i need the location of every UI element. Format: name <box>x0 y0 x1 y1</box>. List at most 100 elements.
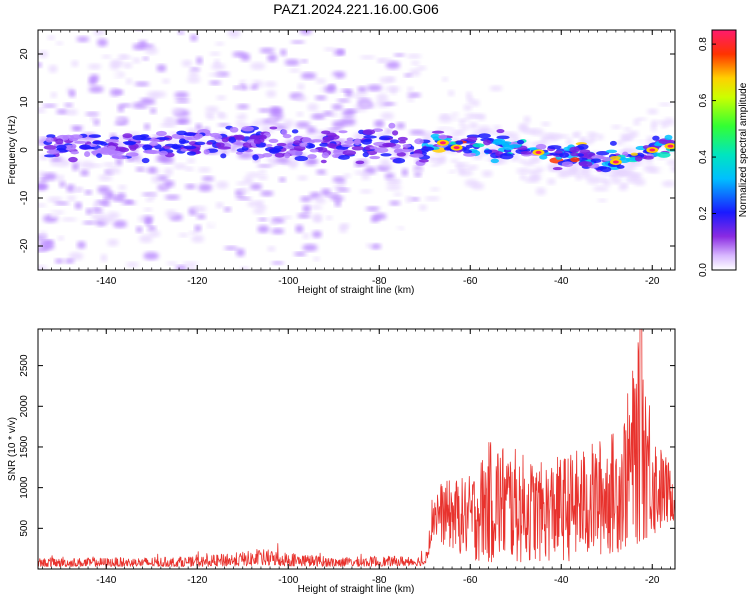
spectrogram-ridge-blob <box>337 154 350 160</box>
spectrogram-noise-blob <box>195 123 202 131</box>
spectrogram-ridge-blob <box>43 154 57 158</box>
spectrogram-noise-blob <box>293 251 307 257</box>
spectrogram-noise-blob <box>216 95 227 100</box>
spectrogram-noise-blob <box>395 122 406 129</box>
spectrogram-ridge-blob <box>496 128 505 134</box>
spectrogram-noise-blob <box>264 81 277 87</box>
spectrogram-noise-blob <box>314 196 326 204</box>
spectrogram-noise-blob <box>145 196 154 202</box>
spectrogram-noise-blob <box>118 54 129 59</box>
spectrogram-noise-blob <box>343 173 351 178</box>
snr-ytick-label: 1000 <box>19 476 30 499</box>
spectrogram-ridge-blob <box>578 161 593 167</box>
snr-xtick-label: -100 <box>278 575 298 586</box>
spectrogram-noise-blob <box>233 85 240 90</box>
spectrogram-noise-blob <box>182 261 199 266</box>
spectrogram-noise-blob <box>236 104 250 110</box>
spectrogram-noise-blob <box>302 244 318 252</box>
spectrogram-ridge-blob <box>664 134 673 141</box>
spectrogram-noise-blob <box>295 224 304 233</box>
spectrogram-ridge-blob <box>569 146 580 153</box>
spectrogram-ridge-blob <box>547 145 562 150</box>
spectrogram-ridge-blob <box>142 144 153 151</box>
spectrogram-noise-blob <box>328 84 336 89</box>
spectrogram-noise-blob <box>97 186 111 194</box>
spectrogram-noise-blob <box>376 165 390 171</box>
spectrogram-ridge-blob <box>56 144 67 151</box>
spectrogram-ridge-blob <box>492 140 506 145</box>
spectrogram-noise-blob <box>661 180 675 187</box>
spectrogram-noise-blob <box>416 271 425 275</box>
spectrogram-ridge-blob <box>299 142 308 148</box>
spectrogram-noise-blob <box>239 84 249 90</box>
spectrogram-ridge-blob <box>616 164 625 169</box>
spectrogram-ridge-blob <box>206 141 213 145</box>
spectrogram-noise-blob <box>64 103 74 107</box>
spectrogram-noise-blob <box>489 116 497 124</box>
spectrogram-ridge-blob <box>392 157 406 164</box>
spectrogram-ridge-blob <box>463 149 473 154</box>
spectrogram-ridge-blob <box>502 144 515 151</box>
spectrogram-noise-blob <box>405 196 413 203</box>
spectrogram-noise-blob <box>133 23 146 30</box>
spectrogram-ridge-blob <box>70 134 83 140</box>
spectrogram-ridge-blob <box>273 145 284 150</box>
spectrogram-noise-blob <box>624 165 638 170</box>
spectrogram-noise-blob <box>280 49 287 56</box>
spectrogram-noise-blob <box>232 51 246 58</box>
spectrogram-noise-blob <box>198 183 213 192</box>
spectrogram-ridge-blob <box>369 146 378 150</box>
spectrogram-noise-blob <box>174 13 187 20</box>
spectrogram-noise-blob <box>302 233 310 239</box>
snr-ytick-label: 500 <box>19 520 30 537</box>
spectrogram-noise-blob <box>212 100 226 107</box>
spectrogram-noise-blob <box>259 47 275 54</box>
spectrogram-noise-blob <box>269 116 276 124</box>
spectrogram-noise-blob <box>516 168 531 174</box>
spectrogram-noise-blob <box>164 194 180 200</box>
spectrogram-noise-blob <box>403 73 413 78</box>
spectrogram-noise-blob <box>211 63 226 70</box>
spectrogram-noise-blob <box>42 104 57 108</box>
spectrogram-noise-blob <box>430 163 441 167</box>
spectrogram-noise-blob <box>177 30 185 35</box>
spectrogram-noise-blob <box>191 234 205 243</box>
spectrogram-noise-blob <box>458 119 466 125</box>
spectrogram-noise-blob <box>108 72 121 78</box>
spectrogram-ridge-blob <box>229 126 239 133</box>
spectrogram-noise-blob <box>327 127 342 132</box>
spectrogram-ridge-blob <box>652 135 660 141</box>
spectrogram-noise-blob <box>404 206 413 214</box>
spectrogram-noise-blob <box>447 90 455 97</box>
spectrogram-noise-blob <box>143 123 151 130</box>
spectrogram-noise-blob <box>258 108 271 113</box>
spectrogram-noise-blob <box>385 128 392 133</box>
spectrogram-noise-blob <box>452 114 467 120</box>
spectrogram-noise-blob <box>331 104 344 110</box>
spectrogram-noise-blob <box>315 78 327 84</box>
colorbar-tick-label: 0.6 <box>698 93 709 107</box>
spectrogram-noise-blob <box>138 39 148 46</box>
spectrogram-ridge-blob <box>268 138 279 143</box>
spectrogram-ridge-blob <box>369 155 381 160</box>
spectrogram-noise-blob <box>207 219 217 228</box>
colorbar-gradient <box>711 29 737 271</box>
spectrogram-noise-blob <box>188 70 199 78</box>
spectrogram-noise-blob <box>336 187 350 192</box>
spectrogram-ridge-blob <box>355 160 365 165</box>
spectrogram-ridge-blob <box>590 158 602 163</box>
spectrogram-noise-blob <box>332 120 346 129</box>
spectrogram-noise-blob <box>143 251 159 260</box>
spectrogram-noise-blob <box>407 92 421 98</box>
spectrogram-ridge-blob <box>388 122 396 129</box>
spectrogram-noise-blob <box>190 34 198 42</box>
spectrogram-noise-blob <box>592 186 609 192</box>
spectrogram-ridge-blob <box>374 147 389 154</box>
spectrogram-noise-blob <box>310 205 323 210</box>
spectrogram-ridge-blob <box>397 136 408 142</box>
spectrogram-noise-blob <box>38 50 49 58</box>
spectrogram-hotspot-core <box>439 141 446 145</box>
spectrogram-noise-blob <box>122 62 133 69</box>
